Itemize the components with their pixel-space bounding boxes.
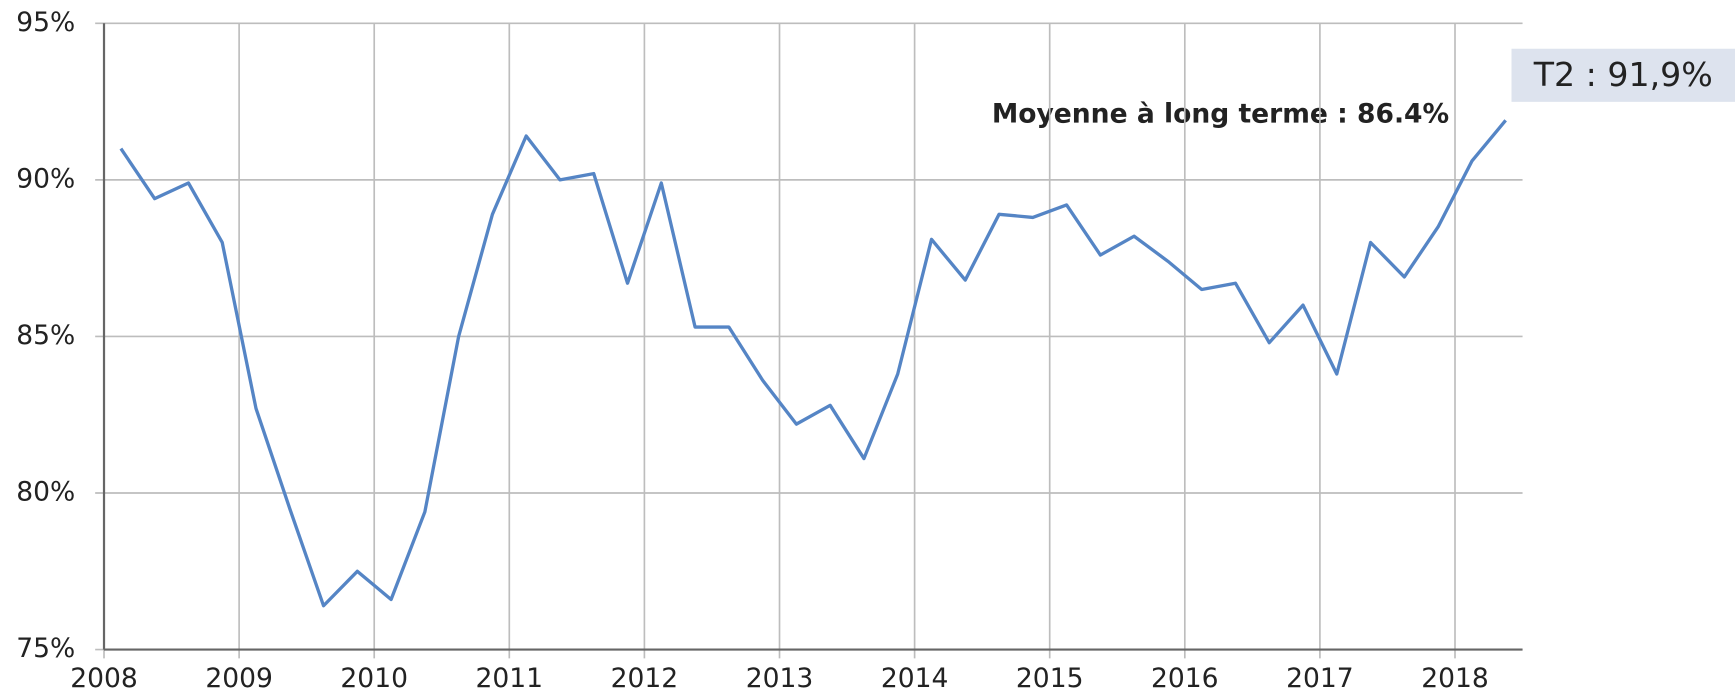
data-line	[119, 119, 1507, 608]
y-tick-label: 95%	[16, 7, 75, 38]
annotation: Moyenne à long terme : 86.4%	[992, 99, 1449, 130]
y-tick-label: 90%	[16, 163, 75, 194]
x-tick-label: 2011	[476, 663, 544, 694]
y-tick-label: 75%	[16, 633, 75, 664]
x-tick-label: 2009	[205, 663, 273, 694]
x-tick-label: 2012	[611, 663, 679, 694]
x-tick-label: 2010	[340, 663, 408, 694]
y-tick-label: 85%	[16, 320, 75, 351]
x-tick-label: 2016	[1151, 663, 1219, 694]
y-tick-label: 80%	[16, 477, 75, 508]
x-tick-label: 2013	[746, 663, 814, 694]
x-tick-label: 2014	[881, 663, 949, 694]
x-tick-label: 2008	[70, 663, 138, 694]
x-tick-label: 2015	[1016, 663, 1084, 694]
annotation-box	[1511, 48, 1735, 102]
x-tick-label: 2018	[1421, 663, 1489, 694]
x-tick-label: 2017	[1286, 663, 1354, 694]
annotation: T2 : 91,9%	[1533, 55, 1713, 94]
